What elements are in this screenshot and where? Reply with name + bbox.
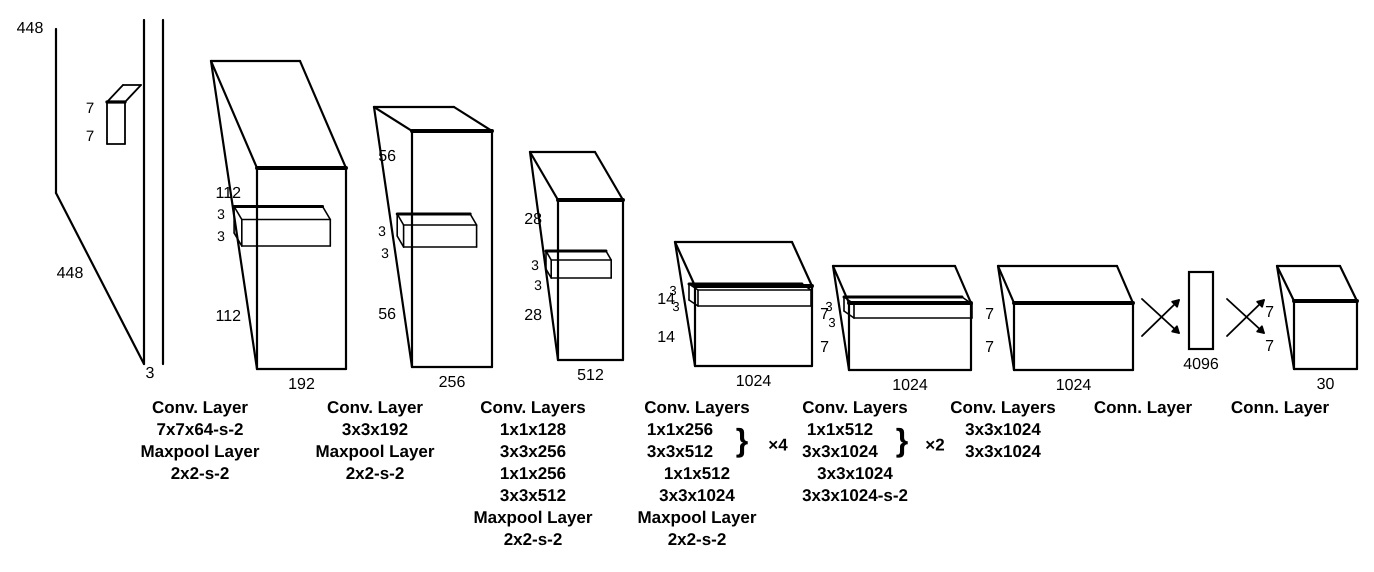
svg-text:3x3x1024: 3x3x1024 (965, 442, 1041, 461)
svg-text:2x2-s-2: 2x2-s-2 (346, 464, 405, 483)
svg-text:3: 3 (828, 315, 835, 330)
svg-text:1024: 1024 (736, 373, 772, 390)
svg-text:448: 448 (57, 265, 84, 282)
svg-text:56: 56 (378, 306, 396, 323)
svg-text:7: 7 (820, 339, 829, 356)
svg-text:7: 7 (985, 306, 994, 323)
svg-text:Conn. Layer: Conn. Layer (1094, 398, 1193, 417)
svg-text:2x2-s-2: 2x2-s-2 (504, 530, 563, 549)
svg-text:3x3x512: 3x3x512 (647, 442, 713, 461)
svg-text:Maxpool Layer: Maxpool Layer (140, 442, 259, 461)
svg-text:}: } (896, 422, 908, 458)
svg-text:1x1x256: 1x1x256 (647, 420, 713, 439)
svg-text:7x7x64-s-2: 7x7x64-s-2 (157, 420, 244, 439)
svg-text:28: 28 (524, 307, 542, 324)
svg-text:3x3x512: 3x3x512 (500, 486, 566, 505)
svg-text:3: 3 (378, 223, 386, 239)
svg-text:3: 3 (669, 283, 676, 298)
svg-text:Maxpool Layer: Maxpool Layer (315, 442, 434, 461)
svg-text:3: 3 (381, 245, 389, 261)
svg-text:Conn. Layer: Conn. Layer (1231, 398, 1330, 417)
svg-text:3: 3 (531, 257, 539, 273)
svg-text:448: 448 (17, 20, 44, 37)
svg-text:1x1x512: 1x1x512 (807, 420, 873, 439)
svg-text:2x2-s-2: 2x2-s-2 (171, 464, 230, 483)
svg-text:×4: ×4 (768, 435, 788, 454)
svg-text:3: 3 (825, 299, 832, 314)
svg-text:Conv. Layers: Conv. Layers (644, 398, 750, 417)
svg-text:3x3x1024: 3x3x1024 (965, 420, 1041, 439)
svg-text:14: 14 (657, 329, 675, 346)
svg-text:512: 512 (577, 367, 604, 384)
svg-text:Conv. Layers: Conv. Layers (480, 398, 586, 417)
svg-text:30: 30 (1317, 376, 1335, 393)
svg-text:192: 192 (288, 376, 315, 393)
svg-text:1024: 1024 (1056, 377, 1092, 394)
svg-text:7: 7 (985, 339, 994, 356)
svg-text:2x2-s-2: 2x2-s-2 (668, 530, 727, 549)
svg-text:7: 7 (1265, 304, 1274, 321)
svg-text:Conv. Layer: Conv. Layer (327, 398, 423, 417)
svg-text:112: 112 (215, 308, 241, 325)
svg-text:3x3x1024-s-2: 3x3x1024-s-2 (802, 486, 908, 505)
svg-text:3: 3 (146, 365, 155, 382)
svg-text:3: 3 (672, 299, 679, 314)
svg-text:Conv. Layers: Conv. Layers (802, 398, 908, 417)
svg-text:Conv. Layers: Conv. Layers (950, 398, 1056, 417)
svg-text:3x3x256: 3x3x256 (500, 442, 566, 461)
svg-text:3x3x1024: 3x3x1024 (817, 464, 893, 483)
svg-text:1x1x128: 1x1x128 (500, 420, 566, 439)
svg-text:28: 28 (524, 211, 542, 228)
svg-text:×2: ×2 (925, 435, 944, 454)
svg-text:7: 7 (86, 128, 94, 145)
svg-text:1x1x256: 1x1x256 (500, 464, 566, 483)
svg-text:3: 3 (217, 206, 225, 222)
svg-text:3x3x1024: 3x3x1024 (659, 486, 735, 505)
svg-text:Maxpool Layer: Maxpool Layer (473, 508, 592, 527)
svg-text:7: 7 (86, 100, 94, 117)
svg-text:256: 256 (439, 374, 466, 391)
svg-text:Maxpool Layer: Maxpool Layer (637, 508, 756, 527)
svg-text:1024: 1024 (892, 377, 928, 394)
svg-text:Conv. Layer: Conv. Layer (152, 398, 248, 417)
svg-text:3: 3 (534, 277, 542, 293)
svg-text:3: 3 (217, 228, 225, 244)
svg-text:1x1x512: 1x1x512 (664, 464, 730, 483)
svg-text:56: 56 (378, 148, 396, 165)
svg-text:112: 112 (215, 185, 241, 202)
svg-text:}: } (736, 422, 748, 458)
svg-text:7: 7 (1265, 338, 1274, 355)
svg-text:4096: 4096 (1183, 356, 1219, 373)
svg-text:3x3x192: 3x3x192 (342, 420, 408, 439)
svg-text:3x3x1024: 3x3x1024 (802, 442, 878, 461)
